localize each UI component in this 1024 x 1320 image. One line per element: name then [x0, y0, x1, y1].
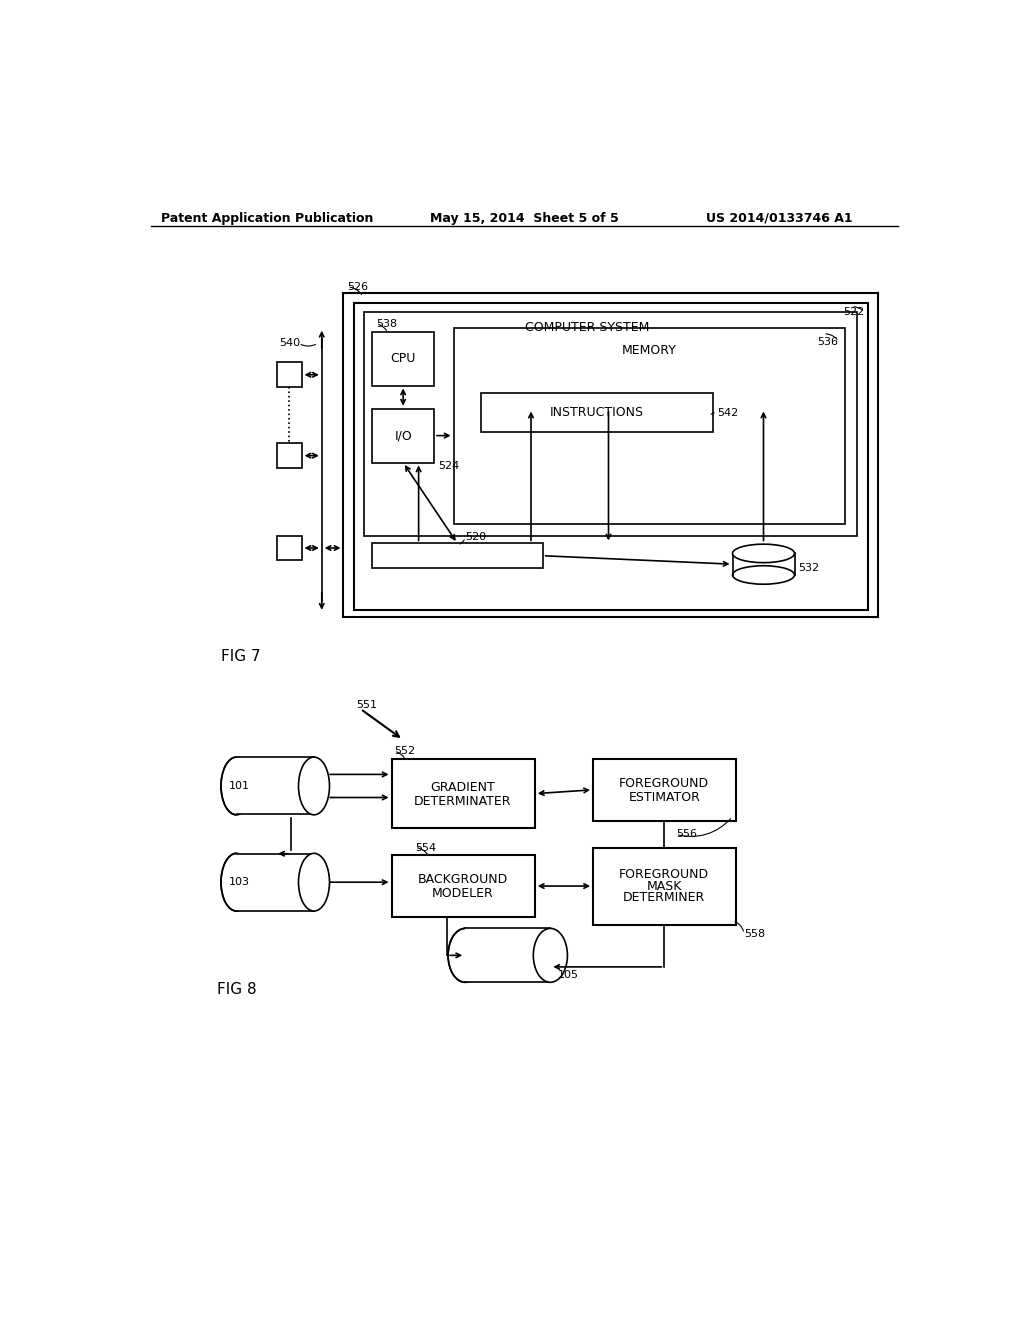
Bar — [237, 853, 314, 911]
Text: May 15, 2014  Sheet 5 of 5: May 15, 2014 Sheet 5 of 5 — [430, 213, 620, 224]
Text: FOREGROUND: FOREGROUND — [620, 869, 710, 880]
Text: ESTIMATOR: ESTIMATOR — [629, 791, 700, 804]
Bar — [276, 536, 302, 561]
Text: FIG 8: FIG 8 — [217, 982, 257, 998]
Bar — [372, 331, 434, 385]
Text: 103: 103 — [228, 878, 250, 887]
Ellipse shape — [221, 853, 252, 911]
Text: 101: 101 — [228, 781, 250, 791]
Text: 540: 540 — [280, 338, 300, 348]
Text: 551: 551 — [356, 700, 378, 710]
Text: DETERMINATER: DETERMINATER — [414, 795, 512, 808]
Bar — [391, 759, 535, 829]
Ellipse shape — [732, 566, 795, 585]
Bar — [593, 847, 736, 924]
Text: DETERMINER: DETERMINER — [624, 891, 706, 904]
Text: 526: 526 — [347, 282, 369, 292]
Text: US 2014/0133746 A1: US 2014/0133746 A1 — [706, 213, 852, 224]
Text: BACKGROUND: BACKGROUND — [418, 874, 508, 887]
Text: 542: 542 — [717, 408, 738, 417]
Bar — [465, 928, 550, 982]
Text: 554: 554 — [415, 842, 436, 853]
Ellipse shape — [299, 853, 330, 911]
Bar — [237, 756, 314, 814]
Bar — [372, 409, 434, 462]
Text: 522: 522 — [843, 308, 864, 317]
Bar — [343, 293, 879, 616]
Bar — [454, 327, 845, 524]
Ellipse shape — [732, 544, 795, 562]
Bar — [276, 444, 302, 469]
Text: Patent Application Publication: Patent Application Publication — [162, 213, 374, 224]
Bar — [372, 544, 543, 568]
Text: FIG 7: FIG 7 — [221, 649, 261, 664]
Bar — [365, 313, 857, 536]
Ellipse shape — [534, 928, 567, 982]
Bar — [311, 779, 328, 793]
Text: 552: 552 — [394, 746, 415, 756]
Bar — [276, 363, 302, 387]
Bar — [311, 875, 328, 890]
Text: 556: 556 — [676, 829, 697, 840]
Ellipse shape — [221, 758, 252, 814]
Text: INSTRUCTIONS: INSTRUCTIONS — [550, 407, 644, 418]
Bar — [480, 393, 713, 432]
Text: I/O: I/O — [394, 429, 412, 442]
Text: 538: 538 — [376, 319, 397, 329]
Text: GRADIENT: GRADIENT — [430, 781, 496, 795]
Text: MODELER: MODELER — [432, 887, 494, 900]
Text: COMPUTER SYSTEM: COMPUTER SYSTEM — [525, 321, 650, 334]
Ellipse shape — [449, 928, 482, 982]
Text: 524: 524 — [438, 462, 459, 471]
Text: 532: 532 — [799, 564, 819, 573]
Text: 105: 105 — [558, 970, 580, 979]
Bar — [391, 855, 535, 917]
Text: MASK: MASK — [646, 879, 682, 892]
Bar — [354, 304, 868, 610]
Text: MEMORY: MEMORY — [622, 345, 676, 358]
Text: FOREGROUND: FOREGROUND — [620, 777, 710, 791]
Ellipse shape — [299, 758, 330, 814]
Text: CPU: CPU — [390, 352, 416, 366]
Text: 536: 536 — [818, 337, 839, 347]
Text: 558: 558 — [744, 929, 765, 939]
Bar — [593, 759, 736, 821]
Text: 520: 520 — [465, 532, 486, 543]
